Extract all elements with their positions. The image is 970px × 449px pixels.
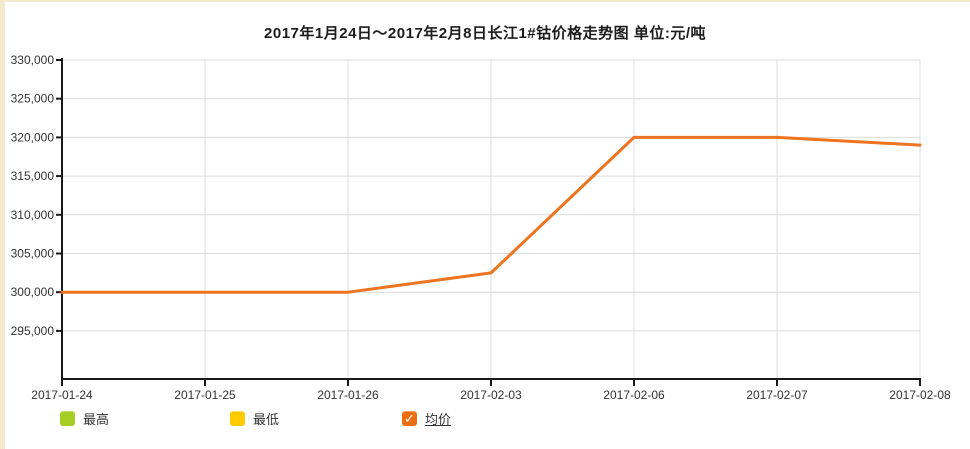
y-tick-label: 315,000 [11,169,55,183]
legend-label-high: 最高 [83,412,110,427]
page-frame-top [0,0,970,2]
y-tick-label: 310,000 [11,208,55,222]
legend-item-high[interactable]: 最高 [60,409,109,428]
y-tick-label: 300,000 [11,285,55,299]
x-tick-label: 2017-02-07 [746,388,808,402]
y-tick-label: 320,000 [11,130,55,144]
y-tick-label: 305,000 [11,247,55,261]
x-tick-label: 2017-01-26 [317,388,379,402]
y-tick-label: 330,000 [11,53,55,67]
x-tick-label: 2017-02-03 [460,388,522,402]
legend-checkbox-high[interactable] [60,411,75,426]
price-line-avg [60,135,922,294]
chart-legend: 最高 最低 ✓ 均价 [0,409,970,431]
chart-title: 2017年1月24日～2017年2月8日长江1#钴价格走势图 单位:元/吨 [264,25,706,42]
legend-item-low[interactable]: 最低 [230,409,279,428]
legend-label-low: 最低 [253,412,280,427]
price-trend-chart: 330,000 325,000 320,000 315,000 310,000 305,0… [11,53,951,402]
legend-label-avg[interactable]: 均价 [425,412,452,427]
y-tick-label: 325,000 [11,92,55,106]
x-tick-label: 2017-02-06 [603,388,665,402]
legend-checkbox-avg[interactable]: ✓ [402,411,417,426]
legend-checkbox-low[interactable] [230,411,245,426]
y-tick-label: 295,000 [11,324,55,338]
x-tick-label: 2017-01-25 [174,388,236,402]
check-icon: ✓ [404,411,415,426]
page-frame-left [0,0,5,449]
x-tick-label: 2017-02-08 [889,388,951,402]
legend-item-avg[interactable]: ✓ 均价 [402,409,451,428]
x-tick-label: 2017-01-24 [31,388,93,402]
